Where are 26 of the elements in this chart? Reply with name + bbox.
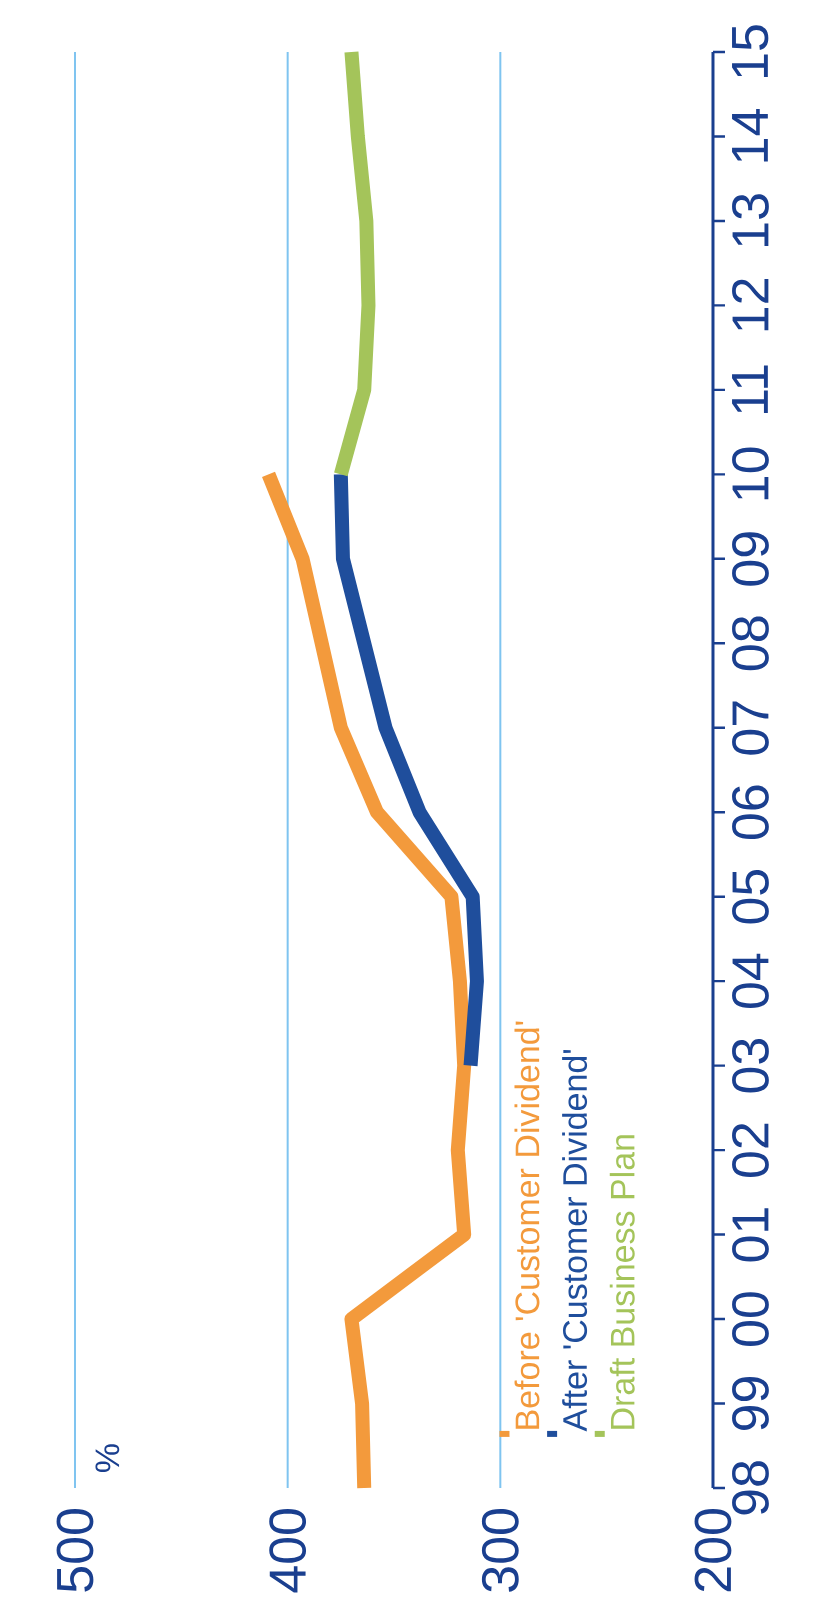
y-tick-label: 03	[732, 1039, 769, 1093]
y-tick-label: 02	[732, 1123, 769, 1177]
y-tick-label: 15	[732, 25, 769, 77]
x-tick-label: 300	[481, 1509, 519, 1592]
y-tick-label: 11	[732, 365, 768, 413]
y-tick-label: 09	[732, 532, 769, 586]
text: Draft Business Plan	[609, 1135, 635, 1429]
y-tick-label: 00	[732, 1292, 769, 1346]
text: After 'Customer Dividend'	[562, 1049, 588, 1432]
y-tick-label: 08	[732, 616, 769, 671]
y-tick-label: 13	[732, 194, 769, 246]
annotation: %	[95, 1444, 120, 1473]
y-tick-label: 12	[732, 279, 769, 331]
y-tick-label: 99	[732, 1377, 769, 1430]
x-tick-label: 400	[269, 1509, 307, 1593]
y-tick-label: 14	[732, 109, 768, 162]
y-tick-label: 01	[732, 1208, 769, 1262]
y-tick-label: 05	[732, 869, 769, 924]
y-tick-label: 07	[732, 701, 769, 755]
y-tick-label: 04	[732, 953, 769, 1009]
y-tick-label: 98	[732, 1461, 769, 1515]
x-tick-label: 200	[694, 1509, 732, 1592]
y-tick-label: 06	[732, 785, 769, 840]
y-tick-label: 10	[732, 447, 769, 500]
x-tick-label: 500	[56, 1509, 94, 1592]
text: Before 'Customer Dividend'	[514, 1021, 540, 1429]
